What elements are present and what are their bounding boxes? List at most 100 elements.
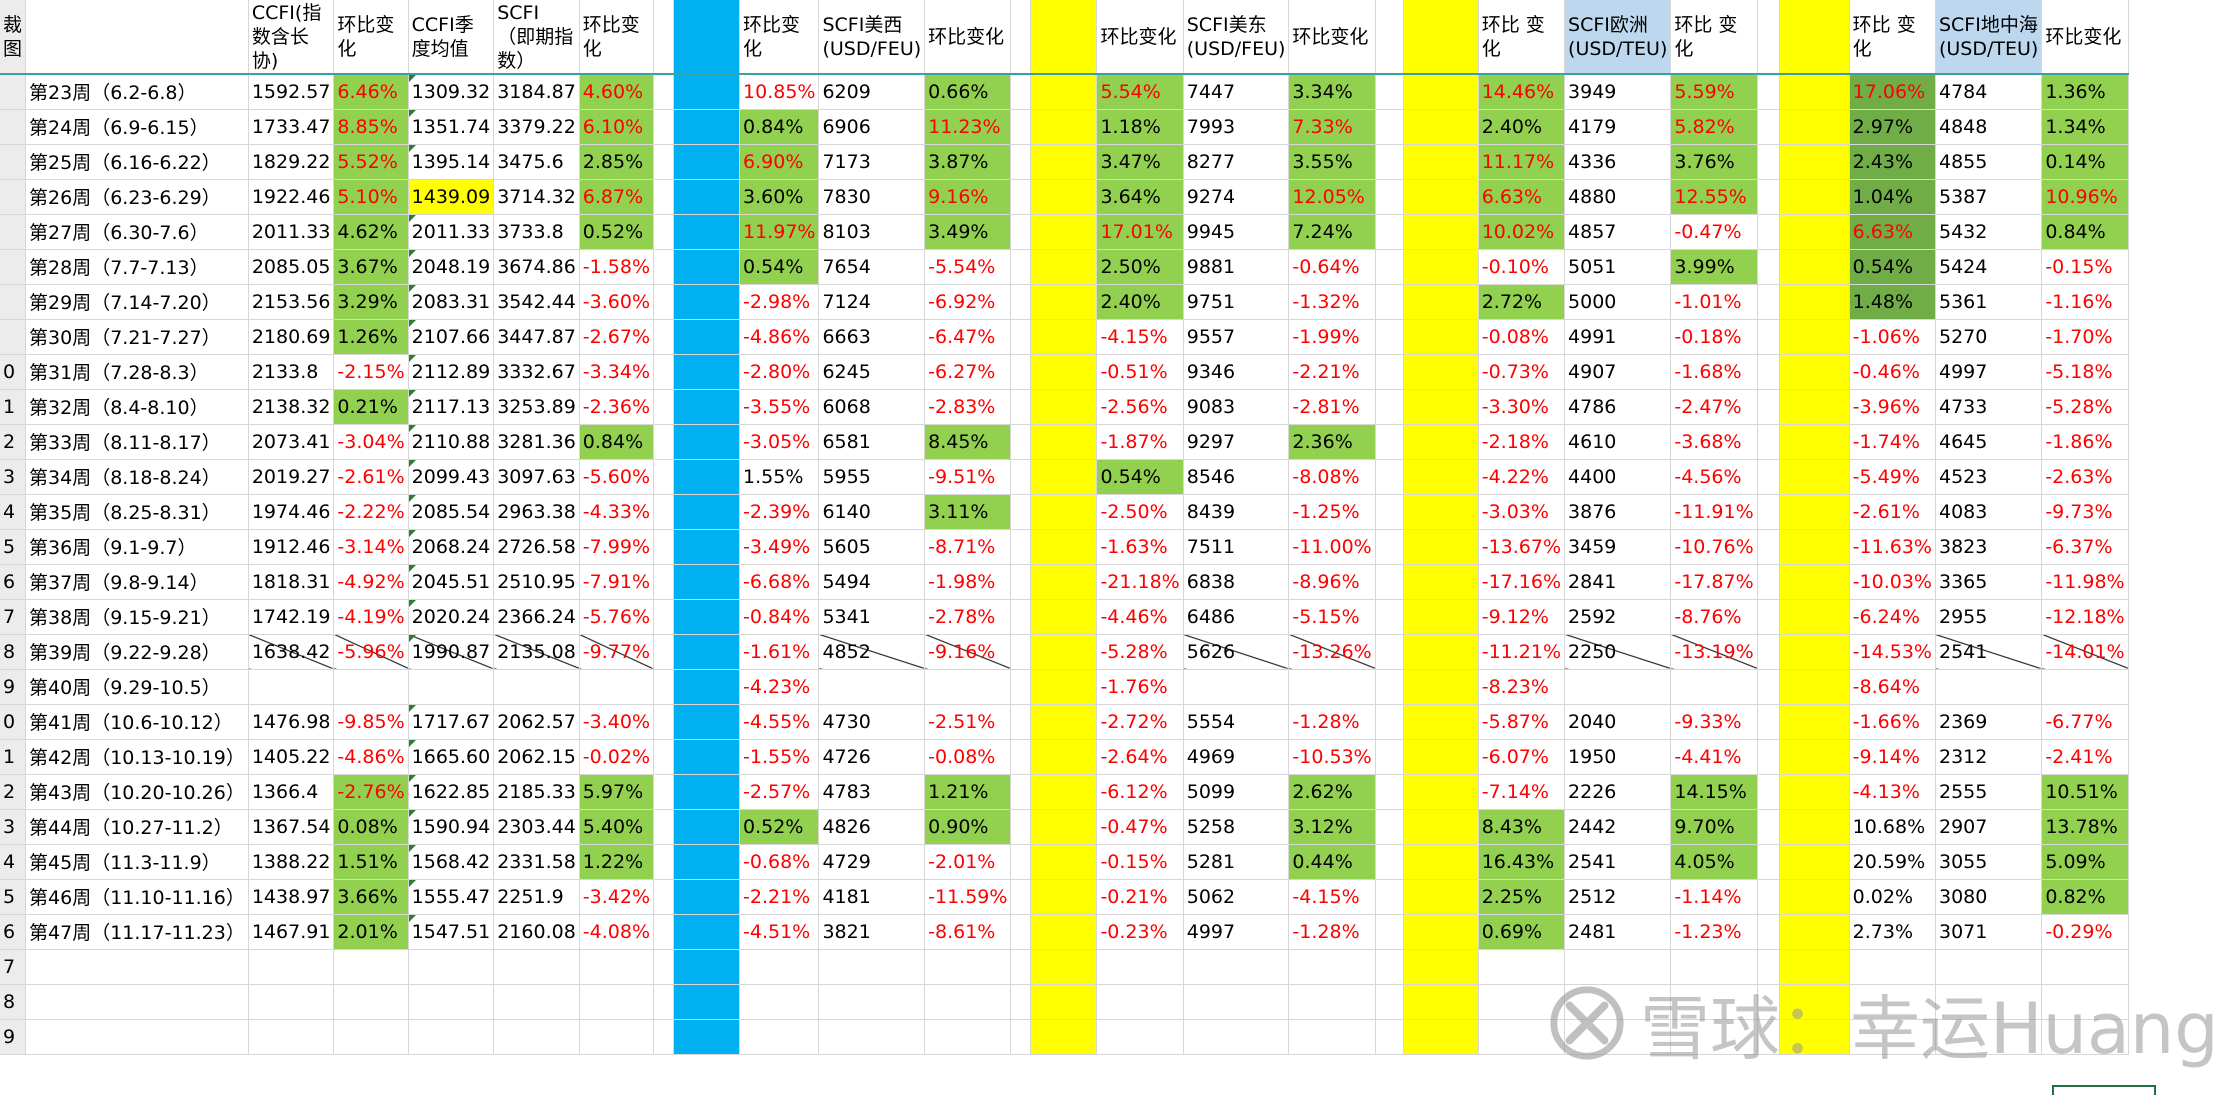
data-cell[interactable]: 2.43% [1849,144,1936,180]
data-cell[interactable]: -8.64% [1849,669,1936,705]
data-cell[interactable]: 1592.57 [248,74,335,110]
data-cell[interactable]: 0.54% [1096,459,1184,495]
data-cell[interactable] [333,984,409,1020]
data-cell[interactable]: -5.28% [1096,634,1184,670]
data-cell[interactable]: -0.23% [1096,914,1184,950]
header-cell[interactable]: SCFI欧洲(USD/TEU) [1564,0,1672,75]
data-cell[interactable]: 6209 [818,74,926,110]
data-cell[interactable]: 4907 [1564,354,1672,390]
data-cell[interactable] [1375,809,1404,845]
data-cell[interactable]: 1.48% [1849,284,1936,320]
data-cell[interactable]: 2020.24 [408,599,495,635]
data-cell[interactable]: -3.34% [579,354,655,390]
data-cell[interactable]: -0.10% [1478,249,1566,285]
data-cell[interactable] [1757,494,1780,530]
data-cell[interactable] [408,1019,495,1055]
data-cell[interactable]: 1547.51 [408,914,495,950]
data-cell[interactable]: -8.96% [1288,564,1376,600]
data-cell[interactable]: -3.40% [579,704,655,740]
data-cell[interactable] [333,1019,409,1055]
data-cell[interactable] [1757,319,1780,355]
week-label-cell[interactable]: 第23周（6.2-6.8） [25,74,249,110]
week-label-cell[interactable]: 第27周（6.30-7.6） [25,214,249,250]
data-cell[interactable]: -6.77% [2041,704,2129,740]
data-cell[interactable]: 1590.94 [408,809,495,845]
data-cell[interactable] [1183,669,1290,705]
data-cell[interactable]: 6906 [818,109,926,145]
data-cell[interactable] [1375,704,1404,740]
data-cell[interactable]: -1.58% [579,249,655,285]
data-cell[interactable]: -4.55% [739,704,820,740]
data-cell[interactable]: 0.08% [333,809,409,845]
data-cell[interactable]: 8.43% [1478,809,1566,845]
data-cell[interactable]: -3.04% [333,424,409,460]
data-cell[interactable]: 2366.24 [493,599,580,635]
week-label-cell[interactable]: 第38周（9.15-9.21） [25,599,249,635]
data-cell[interactable]: -4.46% [1096,599,1184,635]
data-cell[interactable]: 2369 [1935,704,2043,740]
data-cell[interactable]: -12.18% [2041,599,2129,635]
data-cell[interactable]: 5051 [1564,249,1672,285]
data-cell[interactable]: 2541 [1564,844,1672,880]
data-cell[interactable]: 5.54% [1096,74,1184,110]
data-cell[interactable]: 1.18% [1096,109,1184,145]
data-cell[interactable]: 0.90% [924,809,1012,845]
data-cell[interactable]: -3.49% [739,529,820,565]
week-label-cell[interactable] [25,1019,249,1055]
data-cell[interactable]: 3.12% [1288,809,1376,845]
data-cell[interactable]: 4.60% [579,74,655,110]
data-cell[interactable]: 2442 [1564,809,1672,845]
data-cell[interactable]: 3.60% [739,179,820,215]
data-cell[interactable]: 1950 [1564,739,1672,775]
data-cell[interactable]: 13.78% [2041,809,2129,845]
data-cell[interactable]: 4179 [1564,109,1672,145]
data-cell[interactable]: -9.85% [333,704,409,740]
data-cell[interactable] [1010,249,1032,285]
data-cell[interactable]: 0.52% [579,214,655,250]
header-cell[interactable]: 环比变化 [579,0,655,75]
data-cell[interactable] [1010,424,1032,460]
data-cell[interactable] [1183,1019,1290,1055]
data-cell[interactable]: -1.32% [1288,284,1376,320]
data-cell[interactable]: -3.55% [739,389,820,425]
data-cell[interactable]: 5494 [818,564,926,600]
data-cell[interactable] [1288,669,1376,705]
data-cell[interactable]: 4997 [1183,914,1290,950]
data-cell[interactable]: 4852 [818,634,926,670]
data-cell[interactable]: 2512 [1564,879,1672,915]
data-cell[interactable]: 7993 [1183,109,1290,145]
data-cell[interactable]: -1.74% [1849,424,1936,460]
data-cell[interactable]: 2110.88 [408,424,495,460]
data-cell[interactable]: -4.41% [1670,739,1758,775]
data-cell[interactable]: 8103 [818,214,926,250]
data-cell[interactable]: -8.23% [1478,669,1566,705]
data-cell[interactable]: -2.01% [924,844,1012,880]
data-cell[interactable]: 9945 [1183,214,1290,250]
data-cell[interactable]: -11.91% [1670,494,1758,530]
data-cell[interactable] [1478,984,1566,1020]
data-cell[interactable] [1935,949,2043,985]
data-cell[interactable]: -4.23% [739,669,820,705]
data-cell[interactable]: -6.27% [924,354,1012,390]
data-cell[interactable] [1010,774,1032,810]
data-cell[interactable]: 1.26% [333,319,409,355]
data-cell[interactable]: 4826 [818,809,926,845]
data-cell[interactable] [653,424,675,460]
data-cell[interactable]: -4.15% [1288,879,1376,915]
data-cell[interactable]: 6838 [1183,564,1290,600]
data-cell[interactable] [1010,984,1032,1020]
data-cell[interactable]: 3821 [818,914,926,950]
data-cell[interactable]: -11.00% [1288,529,1376,565]
data-cell[interactable]: 3674.86 [493,249,580,285]
data-cell[interactable] [653,634,675,670]
week-label-cell[interactable]: 第40周（9.29-10.5） [25,669,249,705]
data-cell[interactable] [1375,669,1404,705]
data-cell[interactable]: -4.86% [333,739,409,775]
data-cell[interactable] [579,1019,655,1055]
data-cell[interactable]: -7.99% [579,529,655,565]
data-cell[interactable]: 1.55% [739,459,820,495]
data-cell[interactable] [818,1019,926,1055]
data-cell[interactable] [1375,774,1404,810]
data-cell[interactable]: 2726.58 [493,529,580,565]
data-cell[interactable]: 1568.42 [408,844,495,880]
